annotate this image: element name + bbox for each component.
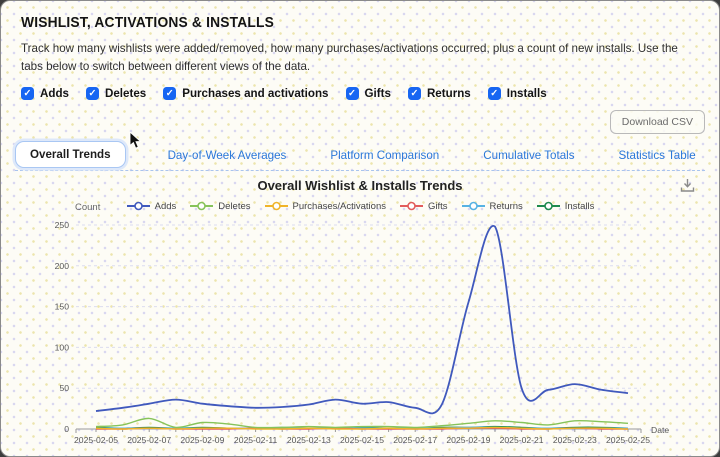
page-header: WISHLIST, ACTIVATIONS & INSTALLS Track h… xyxy=(1,1,719,100)
filter-label: Deletes xyxy=(104,86,147,100)
svg-text:2025-02-09: 2025-02-09 xyxy=(180,435,224,445)
checkbox-checked-icon[interactable]: ✓ xyxy=(407,86,421,100)
filter-label: Purchases and activations xyxy=(182,86,329,100)
legend-row: Count Adds Deletes Purchases/Activations Gi… xyxy=(1,201,719,216)
filter-checkbox-purchases[interactable]: ✓ Purchases and activations xyxy=(163,86,329,100)
line-chart: 0 50 100 150 200 250 2025-02-05 2025-02-07 2025-… xyxy=(55,220,670,445)
chart-title: Overall Wishlist & Installs Trends xyxy=(257,177,463,193)
legend-marker-icon xyxy=(536,202,560,211)
svg-text:250: 250 xyxy=(55,220,70,230)
tab-cumulative-totals[interactable]: Cumulative Totals xyxy=(483,148,575,162)
checkbox-checked-icon[interactable]: ✓ xyxy=(345,86,359,100)
svg-text:0: 0 xyxy=(64,424,69,434)
filter-label: Installs xyxy=(506,86,547,100)
checkbox-checked-icon[interactable]: ✓ xyxy=(21,86,34,100)
legend-label: Purchases/Activations xyxy=(292,200,386,212)
chart-section: Overall Wishlist & Installs Trends Count… xyxy=(1,178,719,453)
legend-marker-icon xyxy=(399,202,423,211)
page-title: WISHLIST, ACTIVATIONS & INSTALLS xyxy=(21,14,275,31)
legend-marker-icon xyxy=(461,202,485,211)
filter-checkbox-deletes[interactable]: ✓ Deletes xyxy=(85,86,147,100)
tab-overall-trends[interactable]: Overall Trends xyxy=(15,140,126,168)
svg-text:2025-02-15: 2025-02-15 xyxy=(340,435,384,445)
tab-bar: Overall Trends Day-of-Week Averages Plat… xyxy=(15,140,705,171)
svg-text:2025-02-13: 2025-02-13 xyxy=(287,435,331,445)
svg-text:2025-02-21: 2025-02-21 xyxy=(500,435,544,445)
filter-checkbox-gifts[interactable]: ✓ Gifts xyxy=(345,86,391,100)
svg-text:2025-02-11: 2025-02-11 xyxy=(234,435,278,445)
toolbar: Download CSV xyxy=(1,106,719,138)
y-axis-title: Count xyxy=(75,201,101,213)
svg-text:2025-02-05: 2025-02-05 xyxy=(74,435,118,445)
legend-label: Returns xyxy=(489,200,523,212)
legend-marker-icon xyxy=(264,202,288,211)
legend-label: Deletes xyxy=(218,200,251,212)
chart-legend: Adds Deletes Purchases/Activations Gifts Ret… xyxy=(1,201,719,212)
filter-label: Adds xyxy=(40,86,69,100)
tab-statistics-table[interactable]: Statistics Table xyxy=(618,148,696,162)
legend-label: Gifts xyxy=(427,200,448,212)
legend-item-installs[interactable]: Installs xyxy=(536,200,595,212)
filter-label: Gifts xyxy=(364,86,391,100)
legend-item-returns[interactable]: Returns xyxy=(461,201,523,212)
svg-text:2025-02-07: 2025-02-07 xyxy=(127,435,171,445)
checkbox-checked-icon[interactable]: ✓ xyxy=(163,86,177,100)
legend-item-gifts[interactable]: Gifts xyxy=(399,201,448,212)
checkbox-checked-icon[interactable]: ✓ xyxy=(487,86,501,100)
svg-text:2025-02-17: 2025-02-17 xyxy=(393,435,437,445)
svg-text:2025-02-23: 2025-02-23 xyxy=(553,435,597,445)
svg-text:150: 150 xyxy=(55,302,70,312)
svg-text:Date: Date xyxy=(651,425,669,435)
svg-text:2025-02-25: 2025-02-25 xyxy=(606,435,650,445)
series-filter-row: ✓ Adds ✓ Deletes ✓ Purchases and activat… xyxy=(21,86,699,100)
legend-label: Adds xyxy=(154,200,177,212)
checkbox-checked-icon[interactable]: ✓ xyxy=(85,86,99,100)
svg-text:50: 50 xyxy=(59,383,69,393)
legend-item-purchases-activations[interactable]: Purchases/Activations xyxy=(264,201,386,212)
filter-checkbox-adds[interactable]: ✓ Adds xyxy=(21,86,69,100)
svg-text:100: 100 xyxy=(55,342,70,352)
filter-checkbox-returns[interactable]: ✓ Returns xyxy=(407,86,471,100)
legend-item-adds[interactable]: Adds xyxy=(126,200,177,212)
page-description: Track how many wishlists were added/remo… xyxy=(21,42,678,73)
legend-marker-icon xyxy=(126,202,150,211)
download-csv-button[interactable]: Download CSV xyxy=(609,109,705,134)
filter-checkbox-installs[interactable]: ✓ Installs xyxy=(487,86,547,100)
filter-label: Returns xyxy=(426,86,471,100)
chart-title-row: Overall Wishlist & Installs Trends xyxy=(1,178,719,196)
legend-label: Installs xyxy=(564,200,595,212)
legend-marker-icon xyxy=(190,202,214,211)
legend-item-deletes[interactable]: Deletes xyxy=(189,200,251,212)
svg-text:200: 200 xyxy=(55,261,70,271)
svg-text:2025-02-19: 2025-02-19 xyxy=(446,435,490,445)
tab-platform-comparison[interactable]: Platform Comparison xyxy=(330,148,440,162)
save-chart-image-icon[interactable] xyxy=(680,178,695,198)
tab-day-of-week-averages[interactable]: Day-of-Week Averages xyxy=(167,148,287,162)
